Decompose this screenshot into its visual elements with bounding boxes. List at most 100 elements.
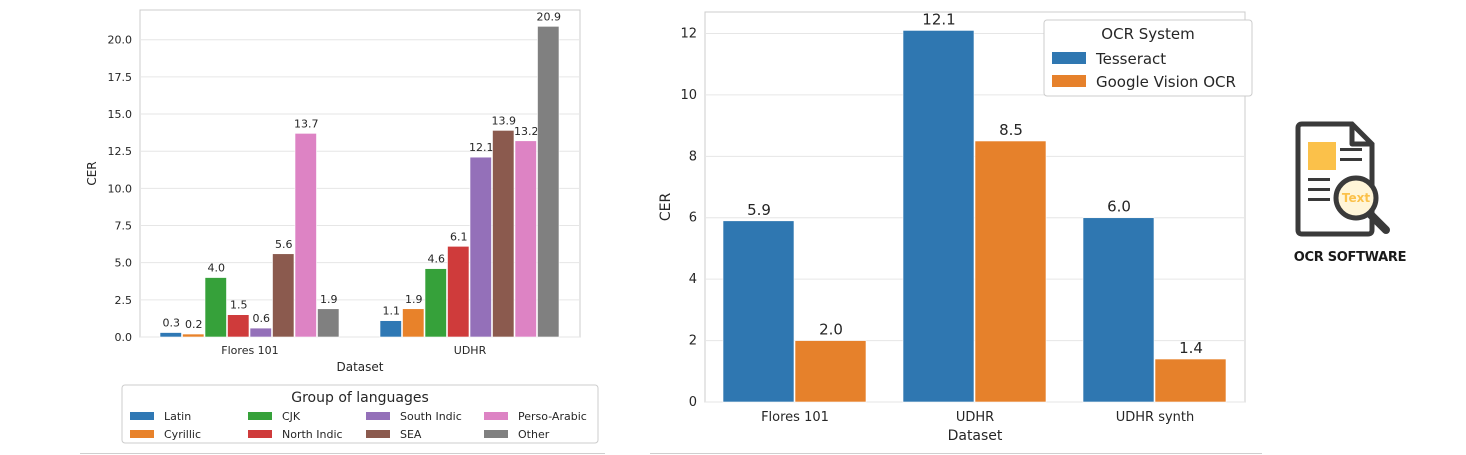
legend-box <box>1043 19 1253 97</box>
bar-latin-0 <box>159 332 182 338</box>
y-tick-label: 10 <box>680 88 697 103</box>
legend-box <box>121 384 599 444</box>
x-axis-label: Dataset <box>948 428 1003 444</box>
y-tick-label: 8 <box>689 149 697 164</box>
bar-value-label: 13.2 <box>514 125 539 138</box>
y-tick-label: 10.0 <box>108 182 133 195</box>
bar-sea-1 <box>492 130 515 338</box>
legend-entry: Cyrillic <box>164 428 201 441</box>
bar-north-indic-1 <box>447 246 470 338</box>
y-tick-label: 2 <box>689 334 697 349</box>
bar-value-label: 20.9 <box>537 10 562 23</box>
legend-entry: North Indic <box>282 428 343 441</box>
bar-south-indic-0 <box>249 327 272 338</box>
x-tick-label: UDHR synth <box>1116 410 1195 425</box>
bar-value-label: 0.2 <box>185 318 203 331</box>
bar-value-label: 1.1 <box>383 305 401 318</box>
bar-value-label: 1.4 <box>1179 339 1203 357</box>
bar-value-label: 12.1 <box>922 10 955 28</box>
legend-swatch <box>1052 75 1086 87</box>
legend-swatch <box>366 430 390 438</box>
legend-entry: Tesseract <box>1095 50 1166 68</box>
y-tick-label: 15.0 <box>108 108 133 121</box>
bar-value-label: 1.9 <box>320 293 338 306</box>
bar-google-vision-ocr-2 <box>1154 358 1227 403</box>
y-tick-label: 2.5 <box>115 294 133 307</box>
bar-value-label: 13.7 <box>294 117 319 130</box>
bar-other-1 <box>537 26 560 338</box>
y-tick-label: 0.0 <box>115 331 133 344</box>
legend-swatch <box>484 430 508 438</box>
y-tick-label: 0 <box>689 395 697 410</box>
y-tick-label: 12 <box>680 26 697 41</box>
y-tick-label: 7.5 <box>115 220 133 233</box>
bar-tesseract-2 <box>1082 217 1155 403</box>
legend-entry: Other <box>518 428 550 441</box>
x-tick-label: Flores 101 <box>761 410 829 425</box>
bar-value-label: 13.9 <box>492 114 517 127</box>
y-tick-label: 5.0 <box>115 257 133 270</box>
legend-entry: Perso-Arabic <box>518 410 587 423</box>
legend-title: OCR System <box>1101 25 1194 43</box>
legend-entry: Latin <box>164 410 191 423</box>
bar-value-label: 1.9 <box>405 293 423 306</box>
bar-value-label: 8.5 <box>999 121 1023 139</box>
bar-value-label: 2.0 <box>819 321 843 339</box>
y-tick-label: 17.5 <box>108 71 133 84</box>
y-tick-label: 12.5 <box>108 145 133 158</box>
x-axis-label: Dataset <box>337 360 384 374</box>
legend-swatch <box>484 412 508 420</box>
bar-south-indic-1 <box>469 156 492 338</box>
legend-entry: SEA <box>400 428 422 441</box>
bar-sea-0 <box>272 253 295 338</box>
svg-text:Text: Text <box>1342 191 1370 205</box>
ocr-software-caption: OCR SOFTWARE <box>1293 250 1407 265</box>
legend: Group of languages Latin Cyrillic CJK North … <box>121 384 599 444</box>
bar-google-vision-ocr-1 <box>974 140 1047 403</box>
bar-value-label: 5.9 <box>747 201 771 219</box>
chart-cer-by-language-group: 0.0 2.5 5.0 7.5 10.0 12.5 15.0 17.5 20.0 0.3 0.2 4.… <box>85 9 599 444</box>
bar-value-label: 12.1 <box>469 141 494 154</box>
legend-swatch <box>366 412 390 420</box>
legend-entry: Google Vision OCR <box>1096 73 1236 91</box>
y-axis-label: CER <box>85 161 99 185</box>
bar-cjk-0 <box>204 277 227 338</box>
x-tick-label: UDHR <box>454 344 487 357</box>
legend-title: Group of languages <box>291 390 429 406</box>
legend: OCR System Tesseract Google Vision OCR <box>1043 19 1253 97</box>
x-tick-label: Flores 101 <box>221 344 278 357</box>
legend-entry: CJK <box>282 410 301 423</box>
right-panel-rule <box>650 453 1262 454</box>
bar-value-label: 6.1 <box>450 230 468 243</box>
bar-cyrillic-1 <box>402 308 425 338</box>
legend-entry: South Indic <box>400 410 462 423</box>
bar-north-indic-0 <box>227 314 250 338</box>
legend-swatch <box>248 412 272 420</box>
bar-latin-1 <box>379 320 402 338</box>
ocr-software-icon: Text <box>1288 120 1408 270</box>
bar-value-label: 0.3 <box>163 317 181 330</box>
bar-cjk-1 <box>424 268 447 338</box>
y-tick-label: 4 <box>689 272 697 287</box>
left-panel-rule <box>80 453 605 454</box>
bar-google-vision-ocr-0 <box>794 340 867 403</box>
y-axis-label: CER <box>658 193 674 222</box>
y-tick-label: 20.0 <box>108 34 133 47</box>
bar-value-label: 4.6 <box>428 253 446 266</box>
x-tick-label: UDHR <box>956 410 994 425</box>
bar-perso-arabic-1 <box>514 140 537 338</box>
chart-cer-by-ocr-system: 0 2 4 6 8 10 12 5.9 2.0 Flores 101 12.1 8.5 UDHR 6.0 1… <box>658 10 1253 444</box>
bar-perso-arabic-0 <box>294 133 317 338</box>
legend-swatch <box>1052 52 1086 64</box>
legend-swatch <box>130 430 154 438</box>
legend-swatch <box>130 412 154 420</box>
bar-value-label: 5.6 <box>275 238 293 251</box>
bar-value-label: 6.0 <box>1107 198 1131 216</box>
bar-value-label: 4.0 <box>208 262 226 275</box>
bar-value-label: 1.5 <box>230 299 248 312</box>
bar-tesseract-1 <box>902 30 975 403</box>
y-tick-label: 6 <box>689 211 697 226</box>
bar-other-0 <box>317 308 340 338</box>
legend-swatch <box>248 430 272 438</box>
